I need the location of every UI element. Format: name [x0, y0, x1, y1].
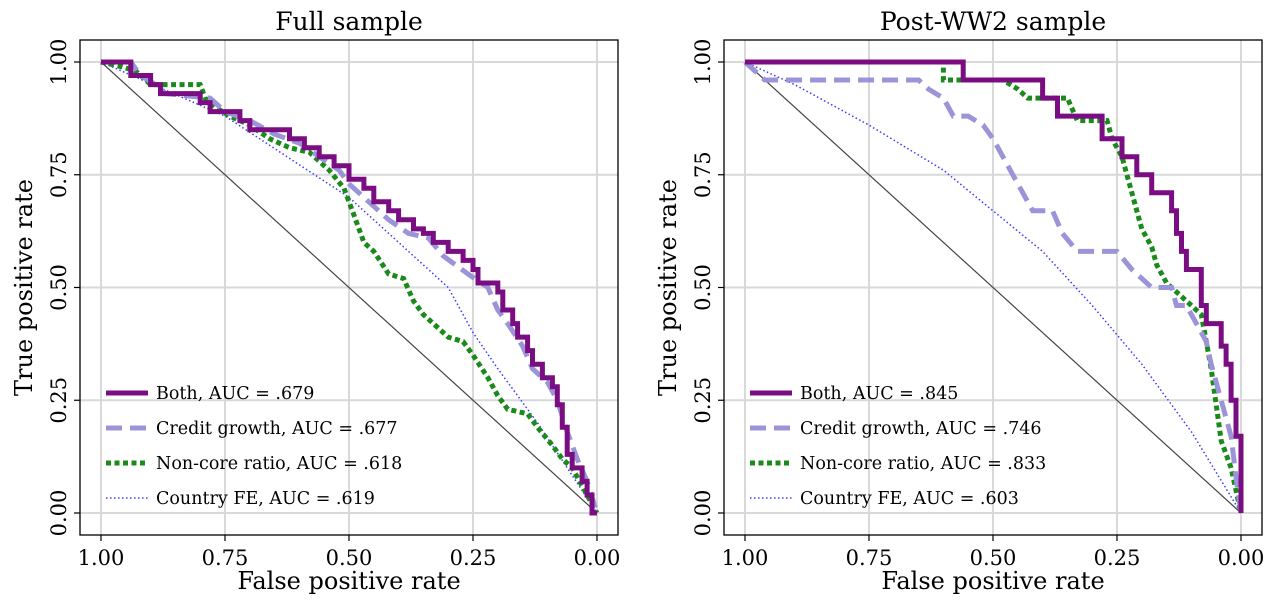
y-tick-label: 0.00 [691, 490, 715, 537]
x-axis-label: False positive rate [881, 567, 1104, 595]
y-tick-label: 0.25 [691, 377, 715, 424]
legend-label: Both, AUC = .679 [156, 384, 314, 404]
x-tick-label: 0.75 [202, 546, 249, 570]
series-line [745, 59, 1244, 513]
x-tick-label: 0.00 [574, 546, 621, 570]
series-line [100, 61, 598, 514]
y-tick-label: 0.50 [47, 264, 71, 311]
x-tick-label: 0.00 [1218, 546, 1265, 570]
legend-label: Country FE, AUC = .603 [800, 489, 1019, 509]
y-tick-label: 1.00 [47, 39, 71, 86]
series-line [100, 59, 600, 515]
series-line [745, 59, 1244, 514]
x-tick-label: 0.25 [450, 546, 497, 570]
reference-diagonal [744, 61, 1242, 514]
series-line [101, 59, 600, 514]
legend-label: Both, AUC = .845 [800, 384, 958, 404]
x-tick-label: 0.50 [326, 546, 373, 570]
y-tick-label: 0.25 [47, 377, 71, 424]
legend-label: Non-core ratio, AUC = .618 [156, 454, 402, 474]
x-tick-label: 0.25 [1094, 546, 1141, 570]
series-line [744, 61, 1242, 514]
reference-diagonal [100, 61, 598, 514]
legend-label: Credit growth, AUC = .746 [800, 419, 1042, 439]
x-tick-label: 0.75 [846, 546, 893, 570]
chart-title: Post-WW2 sample [880, 7, 1106, 36]
series-line [101, 59, 597, 516]
chart-title: Full sample [275, 7, 423, 36]
y-tick-label: 1.00 [691, 39, 715, 86]
chart-panel: 1.00 0.75 0.50 0.25 0.00 0.00 0.25 0.50 0.75 1.00… [10, 7, 620, 595]
x-axis-label: False positive rate [237, 567, 460, 595]
legend-label: Credit growth, AUC = .677 [156, 419, 398, 439]
x-tick-label: 1.00 [722, 546, 769, 570]
series-line [743, 60, 1244, 514]
legend-label: Non-core ratio, AUC = .833 [800, 454, 1046, 474]
y-tick-label: 0.50 [691, 264, 715, 311]
y-axis-label: True positive rate [654, 179, 682, 396]
y-axis-label: True positive rate [10, 179, 38, 396]
chart-panel: 1.00 0.75 0.50 0.25 0.00 0.00 0.25 0.50 0.75 1.00… [654, 7, 1264, 595]
y-tick-label: 0.00 [47, 490, 71, 537]
y-tick-label: 0.75 [691, 151, 715, 198]
legend-label: Country FE, AUC = .619 [156, 489, 375, 509]
x-tick-label: 0.50 [970, 546, 1017, 570]
y-tick-label: 0.75 [47, 151, 71, 198]
x-tick-label: 1.00 [78, 546, 125, 570]
